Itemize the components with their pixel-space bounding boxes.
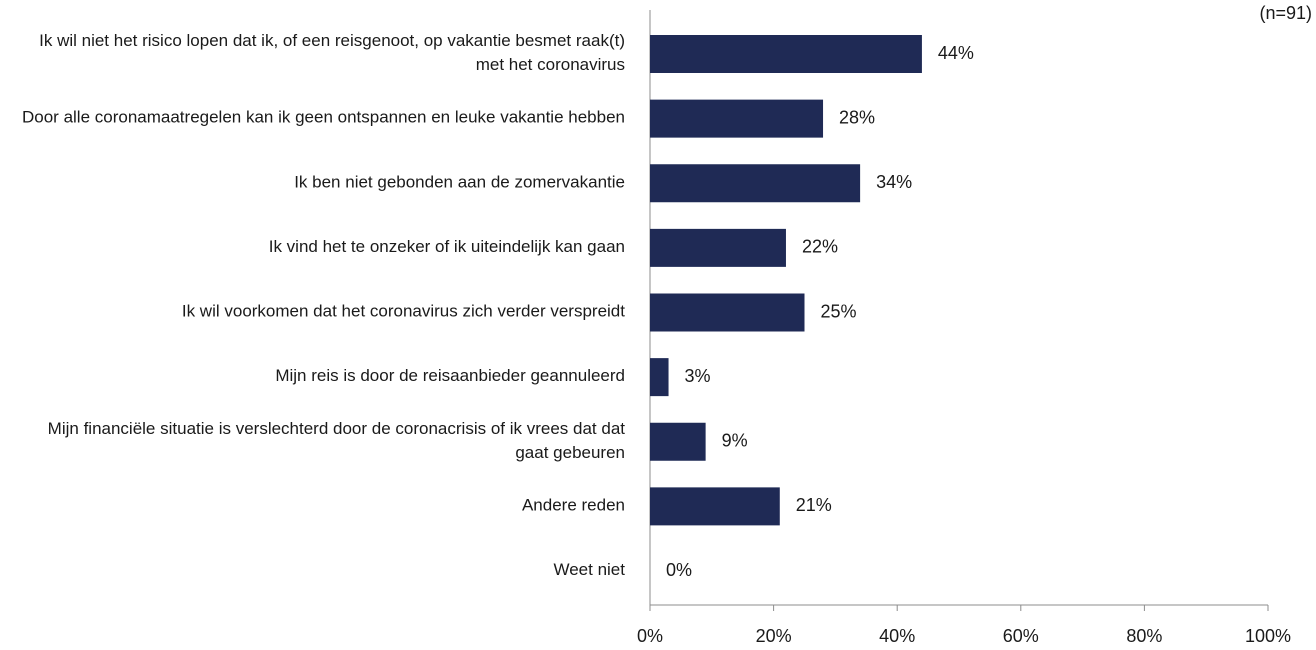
data-label: 22%	[802, 237, 838, 257]
bar	[650, 358, 669, 397]
y-tick-label: Door alle coronamaatregelen kan ik geen …	[22, 108, 625, 127]
bar	[650, 228, 786, 267]
data-label: 44%	[938, 43, 974, 63]
y-tick-label: Mijn financiële situatie is verslechterd…	[48, 419, 626, 462]
bar	[650, 293, 805, 332]
bar	[650, 487, 780, 526]
y-tick-label: Mijn reis is door de reisaanbieder geann…	[275, 367, 625, 386]
y-tick-label: Ik vind het te onzeker of ik uiteindelij…	[269, 237, 625, 256]
y-tick-label: Ik wil niet het risico lopen dat ik, of …	[39, 31, 625, 74]
data-label: 3%	[685, 366, 711, 386]
y-tick-label: Andere reden	[522, 496, 625, 515]
x-tick-label: 100%	[1245, 626, 1291, 646]
data-label: 21%	[796, 495, 832, 515]
bar	[650, 422, 706, 461]
x-tick-label: 40%	[879, 626, 915, 646]
x-tick-label: 60%	[1003, 626, 1039, 646]
y-tick-label: Ik ben niet gebonden aan de zomervakanti…	[294, 173, 625, 192]
x-tick-label: 20%	[756, 626, 792, 646]
annotation: (n=91)	[1259, 3, 1312, 23]
bar	[650, 99, 824, 138]
data-label: 25%	[821, 301, 857, 321]
data-label: 34%	[876, 172, 912, 192]
x-tick-label: 0%	[637, 626, 663, 646]
bar	[650, 35, 922, 73]
data-label: 0%	[666, 560, 692, 580]
x-tick-label: 80%	[1126, 626, 1162, 646]
bar	[650, 164, 861, 203]
y-tick-label: Ik wil voorkomen dat het coronavirus zic…	[182, 302, 625, 321]
data-label: 28%	[839, 107, 875, 127]
data-label: 9%	[722, 431, 748, 451]
y-tick-label: Weet niet	[553, 560, 625, 579]
